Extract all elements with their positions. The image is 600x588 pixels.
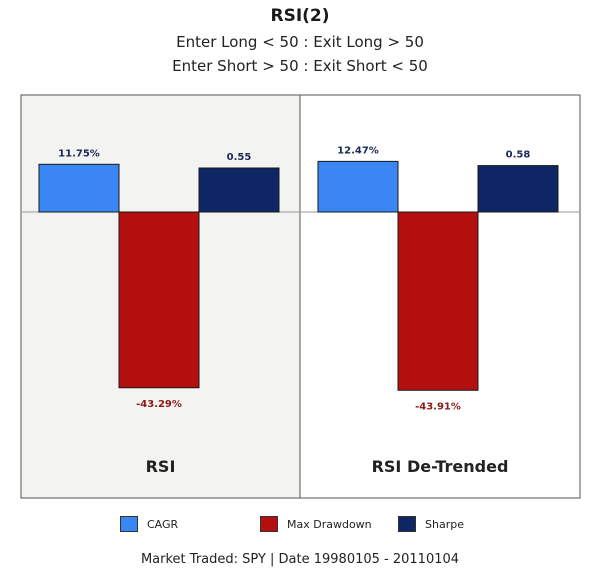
legend-item-cagr: CAGR [120,515,178,533]
legend-label-cagr: CAGR [147,517,179,531]
bar-cagr-rsi [38,163,120,213]
data-label-sharpe-rsi-de-trended: 0.58 [506,150,531,161]
chart-title: RSI(2) [270,6,330,26]
bar-sharpe-rsi [198,167,280,213]
data-label-sharpe-rsi: 0.55 [227,152,252,163]
data-label-cagr-rsi: 11.75% [58,148,100,159]
data-label-cagr-rsi-de-trended: 12.47% [337,145,379,156]
bar-max-drawdown-rsi [118,211,200,389]
bar-cagr-rsi-de-trended [317,160,399,213]
legend-swatch-max-drawdown [260,516,278,532]
panel-label-rsi: RSI [146,457,176,476]
legend-label-max-drawdown: Max Drawdown [287,517,372,531]
data-label-max-drawdown-rsi: -43.29% [136,399,182,410]
legend-swatch-sharpe [398,516,416,532]
market-date-footer: Market Traded: SPY | Date 19980105 - 201… [140,552,460,567]
data-label-max-drawdown-rsi-de-trended: -43.91% [415,401,461,412]
bar-max-drawdown-rsi-de-trended [397,211,479,391]
bar-sharpe-rsi-de-trended [477,165,559,213]
chart-subtitle-entry-rules-short: Enter Short > 50 : Exit Short < 50 [172,57,428,75]
legend-item-max-drawdown: Max Drawdown [260,515,372,533]
panel-label-rsi-de-trended: RSI De-Trended [372,457,509,476]
legend-item-sharpe: Sharpe [398,515,464,533]
legend-label-sharpe: Sharpe [425,517,464,531]
chart-subtitle-entry-rules-long: Enter Long < 50 : Exit Long > 50 [176,33,424,51]
legend-swatch-cagr [120,516,138,532]
